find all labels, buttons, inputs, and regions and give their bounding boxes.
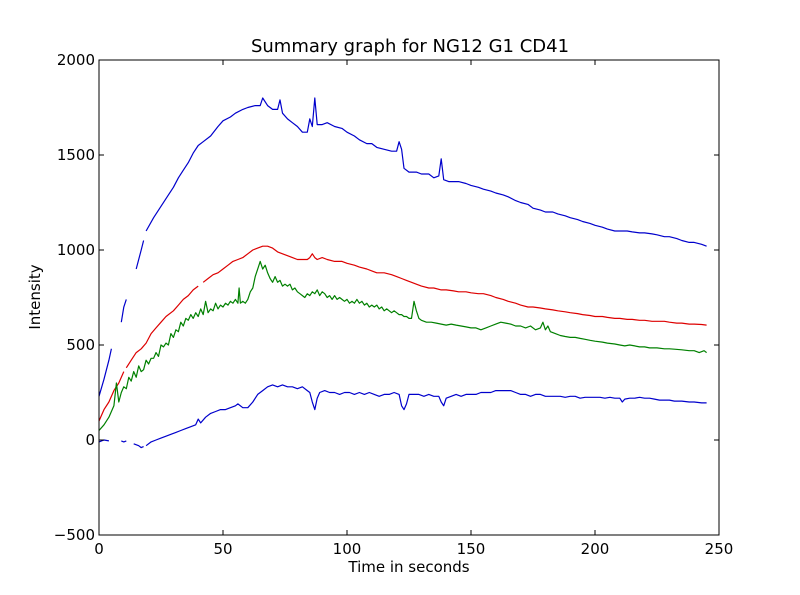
series-0-line-segment-2 bbox=[135, 240, 145, 270]
series-0-line-segment-1 bbox=[120, 299, 127, 323]
series-1-line-segment-0 bbox=[98, 371, 125, 422]
series-2 bbox=[98, 260, 707, 431]
x-tick-label: 200 bbox=[581, 540, 610, 558]
y-tick-label: 1000 bbox=[57, 241, 95, 259]
series-3-line-segment-1 bbox=[121, 440, 127, 443]
chart-title: Summary graph for NG12 G1 CD41 bbox=[251, 36, 569, 57]
x-tick-label: 250 bbox=[705, 540, 734, 558]
series-1 bbox=[98, 245, 707, 422]
series-0-line-segment-3 bbox=[145, 97, 707, 247]
series-0-line-segment-0 bbox=[98, 348, 112, 397]
plot-area-frame bbox=[98, 59, 720, 536]
y-tick-label: −500 bbox=[54, 526, 95, 544]
series-1-line-segment-2 bbox=[202, 245, 707, 326]
series-0 bbox=[98, 97, 707, 397]
series-layer bbox=[98, 97, 707, 449]
series-1-line-segment-1 bbox=[125, 285, 199, 369]
y-axis-label: Intensity bbox=[26, 264, 44, 329]
y-tick-label: 2000 bbox=[57, 51, 95, 69]
y-tick-label: 500 bbox=[66, 336, 95, 354]
y-tick-label: 1500 bbox=[57, 146, 95, 164]
y-tick-label: 0 bbox=[85, 431, 95, 449]
series-3-line-segment-3 bbox=[145, 384, 707, 447]
x-tick-label: 100 bbox=[333, 540, 362, 558]
series-3-line-segment-2 bbox=[133, 443, 144, 449]
x-tick-label: 0 bbox=[94, 540, 104, 558]
x-tick-label: 150 bbox=[457, 540, 486, 558]
series-2-line-segment-0 bbox=[98, 260, 707, 431]
x-tick-label: 50 bbox=[213, 540, 232, 558]
x-axis-label: Time in seconds bbox=[347, 558, 469, 576]
